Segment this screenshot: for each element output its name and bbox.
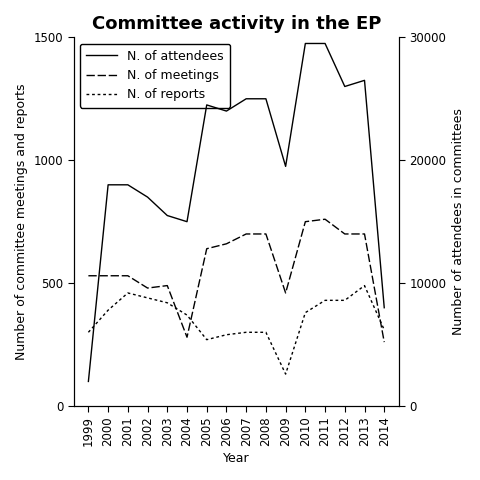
Title: Committee activity in the EP: Committee activity in the EP xyxy=(92,15,381,33)
Y-axis label: Number of attendees in committees: Number of attendees in committees xyxy=(452,108,465,335)
Legend: N. of attendees, N. of meetings, N. of reports: N. of attendees, N. of meetings, N. of r… xyxy=(80,44,230,108)
X-axis label: Year: Year xyxy=(223,452,250,465)
Y-axis label: Number of committee meetings and reports: Number of committee meetings and reports xyxy=(15,84,28,360)
